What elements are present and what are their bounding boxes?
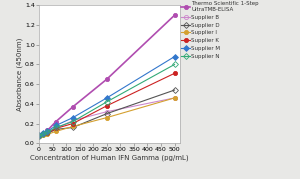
Supplier N [105, 101, 109, 103]
Line: Supplier M: Supplier M [37, 54, 177, 137]
Supplier I [105, 117, 109, 119]
Supplier D [41, 133, 45, 136]
Supplier I [71, 125, 75, 128]
Line: Thermo Scientific 1-Step
UltraTMB-ELISA: Thermo Scientific 1-Step UltraTMB-ELISA [37, 13, 177, 138]
Supplier B [46, 131, 49, 134]
Supplier N [46, 131, 49, 134]
Supplier N [37, 135, 41, 137]
Supplier B [54, 127, 58, 130]
Supplier D [46, 132, 49, 134]
Supplier K [54, 127, 58, 130]
Supplier B [71, 120, 75, 122]
Thermo Scientific 1-Step
UltraTMB-ELISA [37, 135, 41, 137]
Supplier B [37, 135, 41, 137]
Supplier B [41, 133, 45, 136]
Supplier B [105, 111, 109, 113]
Supplier I [54, 130, 58, 132]
Supplier I [173, 97, 176, 99]
Supplier N [71, 120, 75, 123]
Supplier M [37, 134, 41, 136]
Supplier M [46, 130, 49, 132]
Supplier D [173, 89, 176, 91]
Line: Supplier B: Supplier B [37, 96, 177, 138]
Line: Supplier I: Supplier I [37, 96, 177, 138]
Legend: Thermo Scientific 1-Step
UltraTMB-ELISA, Supplier B, Supplier D, Supplier I, Sup: Thermo Scientific 1-Step UltraTMB-ELISA,… [182, 1, 259, 59]
Supplier B [173, 97, 176, 99]
Thermo Scientific 1-Step
UltraTMB-ELISA [105, 78, 109, 80]
Supplier K [46, 132, 49, 134]
Supplier N [173, 63, 176, 66]
Supplier K [71, 122, 75, 125]
Supplier M [41, 132, 45, 134]
Supplier I [46, 133, 49, 136]
Thermo Scientific 1-Step
UltraTMB-ELISA [41, 132, 45, 134]
Supplier K [41, 133, 45, 136]
Thermo Scientific 1-Step
UltraTMB-ELISA [54, 120, 58, 123]
Supplier D [37, 135, 41, 137]
Supplier M [173, 55, 176, 58]
X-axis label: Concentration of Human IFN Gamma (pg/mL): Concentration of Human IFN Gamma (pg/mL) [30, 154, 189, 161]
Supplier D [105, 113, 109, 115]
Supplier M [71, 117, 75, 119]
Supplier D [71, 126, 75, 129]
Supplier N [41, 133, 45, 136]
Line: Supplier D: Supplier D [37, 88, 177, 138]
Supplier D [54, 128, 58, 130]
Supplier I [41, 134, 45, 136]
Thermo Scientific 1-Step
UltraTMB-ELISA [46, 129, 49, 131]
Y-axis label: Absorbance (450nm): Absorbance (450nm) [16, 38, 23, 111]
Supplier K [173, 72, 176, 74]
Supplier M [105, 97, 109, 99]
Line: Supplier K: Supplier K [37, 71, 177, 138]
Line: Supplier N: Supplier N [37, 62, 177, 138]
Thermo Scientific 1-Step
UltraTMB-ELISA [173, 14, 176, 16]
Supplier I [37, 135, 41, 137]
Supplier N [54, 126, 58, 129]
Supplier M [54, 124, 58, 127]
Supplier K [37, 135, 41, 137]
Supplier K [105, 105, 109, 107]
Thermo Scientific 1-Step
UltraTMB-ELISA [71, 106, 75, 108]
